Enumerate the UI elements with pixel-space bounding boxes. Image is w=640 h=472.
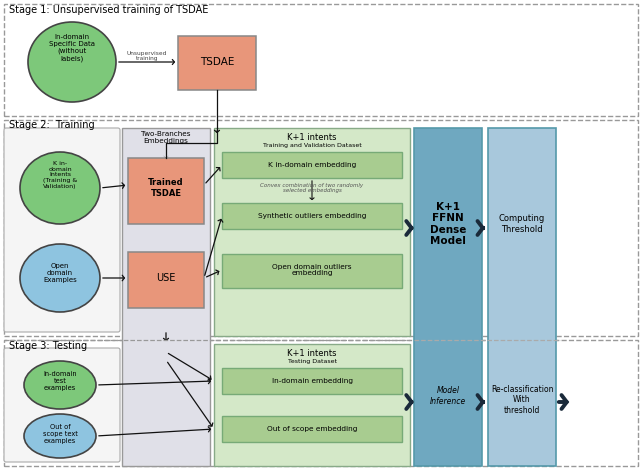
Ellipse shape: [20, 244, 100, 312]
Text: K in-
domain
Intents
(Training &
Validation): K in- domain Intents (Training & Validat…: [43, 161, 77, 189]
Text: Stage 1: Unsupervised training of TSDAE: Stage 1: Unsupervised training of TSDAE: [9, 5, 209, 15]
FancyBboxPatch shape: [222, 416, 402, 442]
Text: Out of scope embedding: Out of scope embedding: [267, 426, 357, 432]
Ellipse shape: [24, 361, 96, 409]
FancyBboxPatch shape: [4, 128, 120, 332]
Text: In-domain
test
examples: In-domain test examples: [43, 371, 77, 391]
Text: Open
domain
Examples: Open domain Examples: [43, 263, 77, 283]
Text: Computing
Threshold: Computing Threshold: [499, 214, 545, 234]
Text: Out of
scope text
examples: Out of scope text examples: [43, 424, 77, 444]
Text: In-domain embedding: In-domain embedding: [271, 378, 353, 384]
Ellipse shape: [24, 414, 96, 458]
FancyBboxPatch shape: [4, 120, 638, 336]
FancyBboxPatch shape: [488, 128, 556, 466]
FancyBboxPatch shape: [4, 4, 638, 116]
Text: Model
Inference: Model Inference: [430, 386, 466, 406]
FancyBboxPatch shape: [414, 128, 482, 466]
FancyBboxPatch shape: [128, 252, 204, 308]
Text: Two-Branches
Embeddings: Two-Branches Embeddings: [141, 132, 191, 144]
Text: Stage 3: Testing: Stage 3: Testing: [9, 341, 87, 351]
FancyBboxPatch shape: [4, 348, 120, 462]
Text: Stage 2:  Training: Stage 2: Training: [9, 120, 95, 130]
Text: Trained
TSDAE: Trained TSDAE: [148, 178, 184, 198]
Text: Open domain outliers
embedding: Open domain outliers embedding: [272, 263, 352, 277]
Text: Unsupervised
training: Unsupervised training: [127, 51, 167, 61]
Text: USE: USE: [156, 273, 176, 283]
Text: K+1 intents: K+1 intents: [287, 133, 337, 142]
Text: In-domain
Specific Data
(without
labels): In-domain Specific Data (without labels): [49, 34, 95, 62]
FancyBboxPatch shape: [222, 254, 402, 288]
Ellipse shape: [28, 22, 116, 102]
Text: K+1 intents: K+1 intents: [287, 348, 337, 357]
FancyBboxPatch shape: [4, 340, 638, 466]
Text: Synthetic outliers embedding: Synthetic outliers embedding: [258, 213, 366, 219]
FancyBboxPatch shape: [178, 36, 256, 90]
FancyBboxPatch shape: [128, 158, 204, 224]
FancyBboxPatch shape: [214, 128, 410, 336]
Text: TSDAE: TSDAE: [200, 57, 234, 67]
Text: Testing Dataset: Testing Dataset: [287, 360, 337, 364]
FancyBboxPatch shape: [222, 368, 402, 394]
FancyBboxPatch shape: [222, 203, 402, 229]
Text: Re-classification
With
threshold: Re-classification With threshold: [491, 385, 553, 415]
FancyBboxPatch shape: [122, 128, 210, 466]
FancyBboxPatch shape: [222, 152, 402, 178]
Text: K in-domain embedding: K in-domain embedding: [268, 162, 356, 168]
Text: Convex combination of two randomly
selected embeddings: Convex combination of two randomly selec…: [260, 183, 364, 194]
Text: K+1
FFNN
Dense
Model: K+1 FFNN Dense Model: [430, 202, 466, 246]
Ellipse shape: [20, 152, 100, 224]
FancyBboxPatch shape: [214, 344, 410, 466]
Text: Training and Validation Dataset: Training and Validation Dataset: [262, 143, 362, 149]
